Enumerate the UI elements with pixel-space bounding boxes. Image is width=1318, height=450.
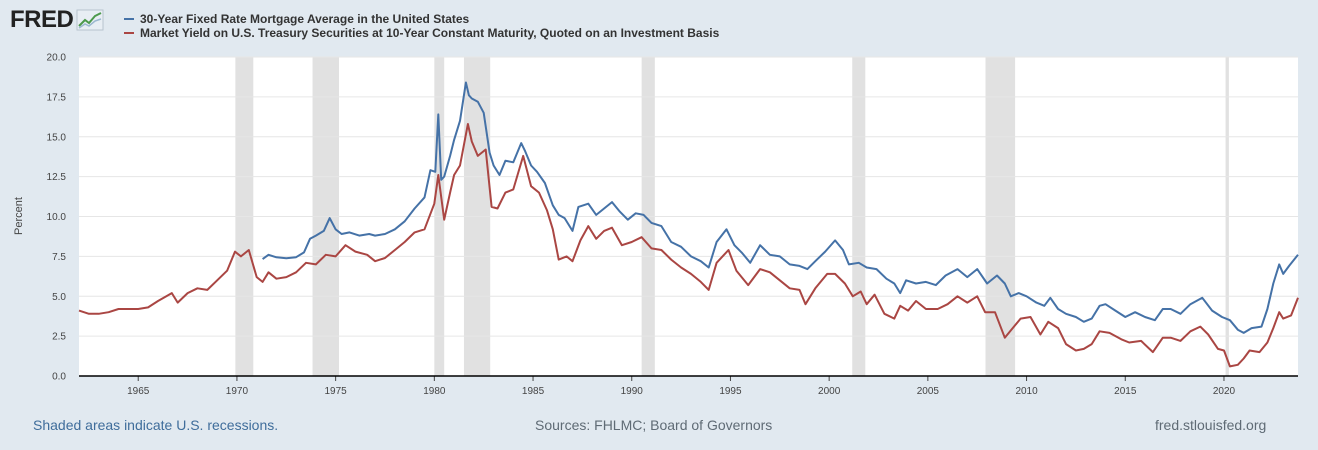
recession-note-link[interactable]: Shaded areas indicate U.S. recessions. [33,417,279,433]
y-tick-label: 17.5 [47,92,67,103]
x-tick-label: 2010 [1015,386,1038,397]
y-tick-label: 12.5 [47,172,67,183]
x-tick-label: 1985 [522,386,545,397]
x-tick-label: 1980 [423,386,446,397]
chart-legend: 30-Year Fixed Rate Mortgage Average in t… [124,12,719,40]
y-tick-label: 2.5 [52,332,66,343]
x-tick-label: 2015 [1114,386,1137,397]
x-tick-label: 1990 [621,386,644,397]
y-axis-label: Percent [13,197,25,235]
x-tick-label: 2000 [818,386,841,397]
treasury-series-line [78,123,1299,368]
x-tick-label: 1965 [127,386,150,397]
legend-swatch-treasury [124,32,134,34]
legend-item-treasury[interactable]: Market Yield on U.S. Treasury Securities… [124,26,719,40]
mortgage-series-line [262,81,1299,334]
y-tick-label: 0.0 [52,372,66,383]
x-tick-label: 2005 [917,386,940,397]
x-tick-label: 1975 [325,386,348,397]
legend-swatch-mortgage [124,18,134,20]
y-tick-label: 7.5 [52,252,66,263]
y-tick-label: 10.0 [47,212,67,223]
x-tick-label: 2020 [1213,386,1236,397]
y-tick-label: 5.0 [52,292,66,303]
legend-label-mortgage: 30-Year Fixed Rate Mortgage Average in t… [140,12,470,26]
legend-label-treasury: Market Yield on U.S. Treasury Securities… [140,26,720,40]
x-tick-label: 1970 [226,386,249,397]
fred-logo[interactable]: FRED [10,8,104,32]
y-tick-label: 15.0 [47,132,67,143]
site-url[interactable]: fred.stlouisfed.org [1155,417,1267,433]
fred-logo-text: FRED [10,6,74,33]
sources-text: Sources: FHLMC; Board of Governors [535,417,773,433]
y-tick-label: 20.0 [47,53,67,64]
x-tick-label: 1995 [719,386,742,397]
trend-line-icon [76,9,104,31]
legend-item-mortgage[interactable]: 30-Year Fixed Rate Mortgage Average in t… [124,12,719,26]
